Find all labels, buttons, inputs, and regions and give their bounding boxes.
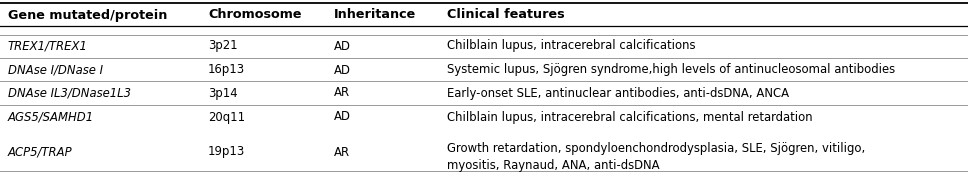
- Text: Gene mutated/protein: Gene mutated/protein: [8, 8, 167, 21]
- Text: AR: AR: [334, 146, 350, 159]
- Text: Chromosome: Chromosome: [208, 8, 302, 21]
- Text: 19p13: 19p13: [208, 146, 245, 159]
- Text: DNAse I/DNase I: DNAse I/DNase I: [8, 64, 103, 77]
- Text: TREX1/TREX1: TREX1/TREX1: [8, 39, 88, 52]
- Text: DNAse IL3/DNase1L3: DNAse IL3/DNase1L3: [8, 86, 131, 99]
- Text: AD: AD: [334, 111, 350, 124]
- Text: Clinical features: Clinical features: [447, 8, 565, 21]
- Text: Early-onset SLE, antinuclear antibodies, anti-dsDNA, ANCA: Early-onset SLE, antinuclear antibodies,…: [447, 86, 789, 99]
- Text: Chilblain lupus, intracerebral calcifications: Chilblain lupus, intracerebral calcifica…: [447, 39, 696, 52]
- Text: 3p14: 3p14: [208, 86, 238, 99]
- Text: ACP5/TRAP: ACP5/TRAP: [8, 146, 73, 159]
- Text: 16p13: 16p13: [208, 64, 245, 77]
- Text: Inheritance: Inheritance: [334, 8, 416, 21]
- Text: AR: AR: [334, 86, 350, 99]
- Text: Systemic lupus, Sjögren syndrome,high levels of antinucleosomal antibodies: Systemic lupus, Sjögren syndrome,high le…: [447, 64, 895, 77]
- Text: AGS5/SAMHD1: AGS5/SAMHD1: [8, 111, 94, 124]
- Text: Chilblain lupus, intracerebral calcifications, mental retardation: Chilblain lupus, intracerebral calcifica…: [447, 111, 813, 124]
- Text: 20q11: 20q11: [208, 111, 245, 124]
- Text: 3p21: 3p21: [208, 39, 238, 52]
- Text: AD: AD: [334, 39, 350, 52]
- Text: Growth retardation, spondyloenchondrodysplasia, SLE, Sjögren, vitiligo,
myositis: Growth retardation, spondyloenchondrodys…: [447, 142, 865, 172]
- Text: AD: AD: [334, 64, 350, 77]
